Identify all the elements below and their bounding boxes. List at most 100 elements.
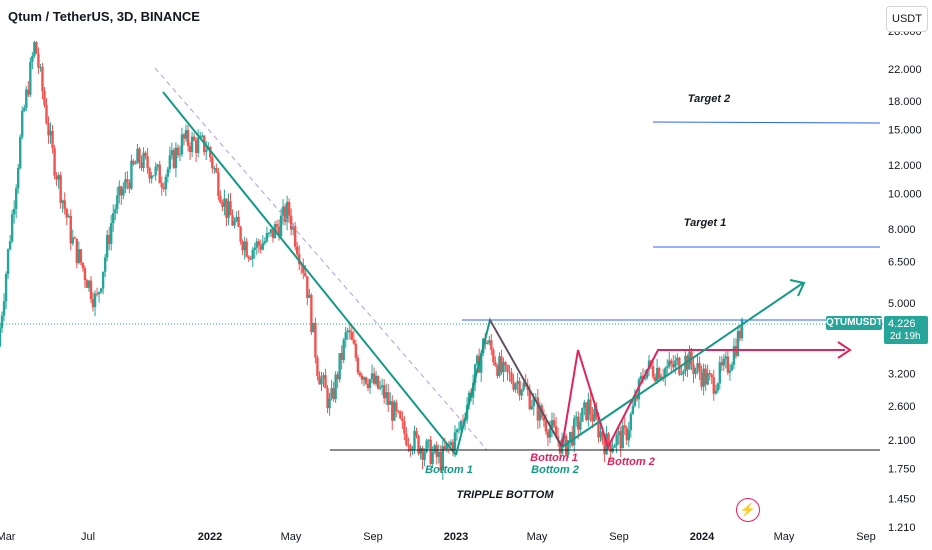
candle-body — [666, 366, 669, 369]
candle-body — [120, 186, 123, 196]
candle-body — [192, 136, 196, 141]
candle-body — [443, 446, 447, 450]
candle-body — [589, 399, 592, 415]
candle-body — [546, 431, 550, 438]
candle-body — [89, 280, 93, 300]
candle-body — [348, 330, 351, 333]
candle-body — [326, 388, 329, 409]
candle-body — [558, 440, 562, 454]
candle-body — [419, 447, 422, 454]
candle-body — [2, 301, 6, 316]
time-axis: Mar Jul 2022 May Sep 2023 May Sep 2024 May Sep — [0, 531, 876, 543]
candle-body — [221, 202, 224, 207]
candle-body — [593, 409, 596, 422]
lightning-icon[interactable]: ⚡ — [736, 498, 760, 522]
candle-body — [55, 175, 58, 180]
candle-body — [401, 418, 404, 422]
candle-body — [732, 346, 736, 365]
candle-body — [352, 339, 356, 344]
candle-body — [425, 440, 428, 453]
candle-body — [475, 355, 479, 365]
candle-body — [530, 406, 533, 410]
candle-body — [281, 206, 285, 216]
candle-body — [447, 444, 451, 446]
candle-body — [734, 346, 738, 356]
candle-body — [631, 406, 635, 414]
candle-body — [368, 379, 372, 389]
tripple-bottom-label: TRIPPLE BOTTOM — [457, 489, 555, 501]
candle-body — [51, 130, 54, 149]
candle-body — [0, 327, 2, 347]
drawings-layer — [0, 67, 884, 456]
y-tick-label: 22.000 — [888, 64, 922, 76]
pattern-leg — [489, 319, 563, 448]
candle-body — [219, 196, 222, 203]
candle-body — [619, 431, 622, 449]
candle-body — [445, 444, 449, 450]
candle-body — [724, 356, 728, 359]
candle-body — [166, 169, 170, 177]
currency-button[interactable]: USDT — [886, 6, 928, 32]
candle-body — [87, 280, 91, 288]
candle-body — [265, 233, 269, 242]
bottom-2-label-green: Bottom 2 — [531, 464, 579, 476]
candle-body — [285, 201, 289, 222]
y-tick-label: 10.000 — [888, 189, 922, 201]
candle-body — [643, 378, 647, 380]
candle-body — [459, 420, 463, 430]
candle-body — [67, 215, 70, 218]
candle-body — [35, 42, 38, 54]
candle-body — [180, 134, 184, 155]
bar-countdown: 2d 19h — [890, 331, 921, 342]
candle-body — [710, 374, 713, 378]
candle-body — [573, 418, 576, 446]
candle-body — [296, 246, 299, 255]
candle-body — [738, 331, 742, 339]
candle-body — [215, 168, 218, 173]
candle-body — [706, 373, 709, 385]
candle-body — [128, 182, 131, 189]
candle-body — [538, 405, 542, 421]
candle-body — [146, 156, 149, 169]
candle-body — [81, 262, 85, 269]
y-tick-label: 6.500 — [888, 257, 916, 269]
candle-body — [496, 365, 499, 376]
candle-body — [23, 107, 26, 111]
candle-body — [433, 445, 436, 453]
candle-body — [370, 373, 374, 380]
candle-body — [101, 271, 105, 289]
candle-body — [152, 175, 155, 177]
candle-body — [350, 332, 354, 340]
candle-body — [170, 150, 174, 156]
candle-body — [502, 362, 505, 373]
candle-body — [304, 272, 307, 277]
candle-body — [200, 135, 204, 137]
candle-body — [47, 123, 50, 136]
candle-body — [512, 382, 515, 390]
x-tick-label: Sep — [609, 531, 629, 543]
candle-body — [267, 232, 271, 234]
candle-body — [542, 417, 546, 422]
candle-body — [318, 375, 321, 385]
candle-body — [148, 168, 151, 179]
candle-body — [63, 200, 66, 209]
candle-body — [645, 369, 649, 379]
candle-body — [393, 402, 396, 421]
candle-body — [114, 208, 117, 214]
y-tick-label: 15.000 — [888, 125, 922, 137]
candle-body — [14, 188, 18, 209]
candle-body — [599, 431, 602, 438]
candle-body — [613, 445, 616, 448]
candle-body — [65, 208, 68, 218]
candle-body — [91, 299, 95, 308]
candle-body — [364, 377, 368, 384]
candle-body — [387, 392, 390, 405]
y-tick-label: 3.200 — [888, 368, 916, 380]
candle-body — [552, 420, 556, 427]
target-1-label: Target 1 — [684, 217, 726, 229]
triple-bottom-red-pattern — [561, 349, 735, 450]
candle-body — [138, 148, 141, 163]
candle-body — [322, 375, 325, 379]
candle-body — [696, 363, 699, 369]
